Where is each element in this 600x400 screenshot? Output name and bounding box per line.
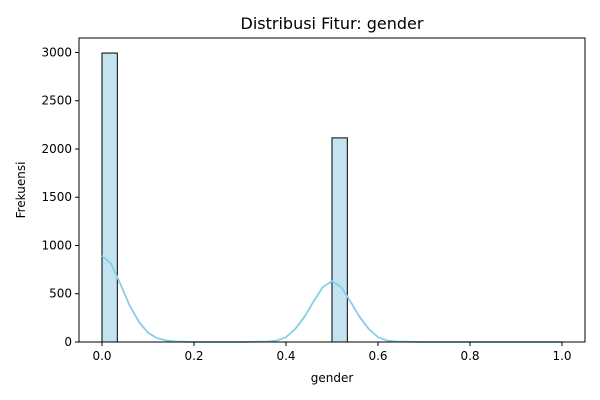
histogram-bar-1 xyxy=(331,137,348,343)
x-tick-label: 1.0 xyxy=(552,349,571,363)
x-tick-label: 0.2 xyxy=(184,349,203,363)
x-tick-label: 0.4 xyxy=(276,349,295,363)
chart-title: Distribusi Fitur: gender xyxy=(241,14,424,33)
y-tick-label: 3000 xyxy=(41,45,72,59)
y-tick-label: 1000 xyxy=(41,238,72,252)
x-tick-label: 0.8 xyxy=(460,349,479,363)
kde-line xyxy=(101,254,562,343)
x-tick-label: 0.6 xyxy=(368,349,387,363)
y-tick-label: 2500 xyxy=(41,94,72,108)
x-tick-label: 0.0 xyxy=(92,349,111,363)
y-axis-label: Frekuensi xyxy=(14,162,28,219)
x-axis-label: gender xyxy=(311,371,354,385)
plot-area: 0.0 0.2 0.4 0.6 0.8 1.0 0 500 1000 1500 2000 2500 30… xyxy=(41,37,586,363)
axes-frame xyxy=(78,37,586,343)
y-tick-label: 1500 xyxy=(41,190,72,204)
histogram-bar-0 xyxy=(101,52,118,343)
y-tick-label: 500 xyxy=(49,287,72,301)
y-tick-label: 2000 xyxy=(41,142,72,156)
y-tick-label: 0 xyxy=(64,335,72,349)
